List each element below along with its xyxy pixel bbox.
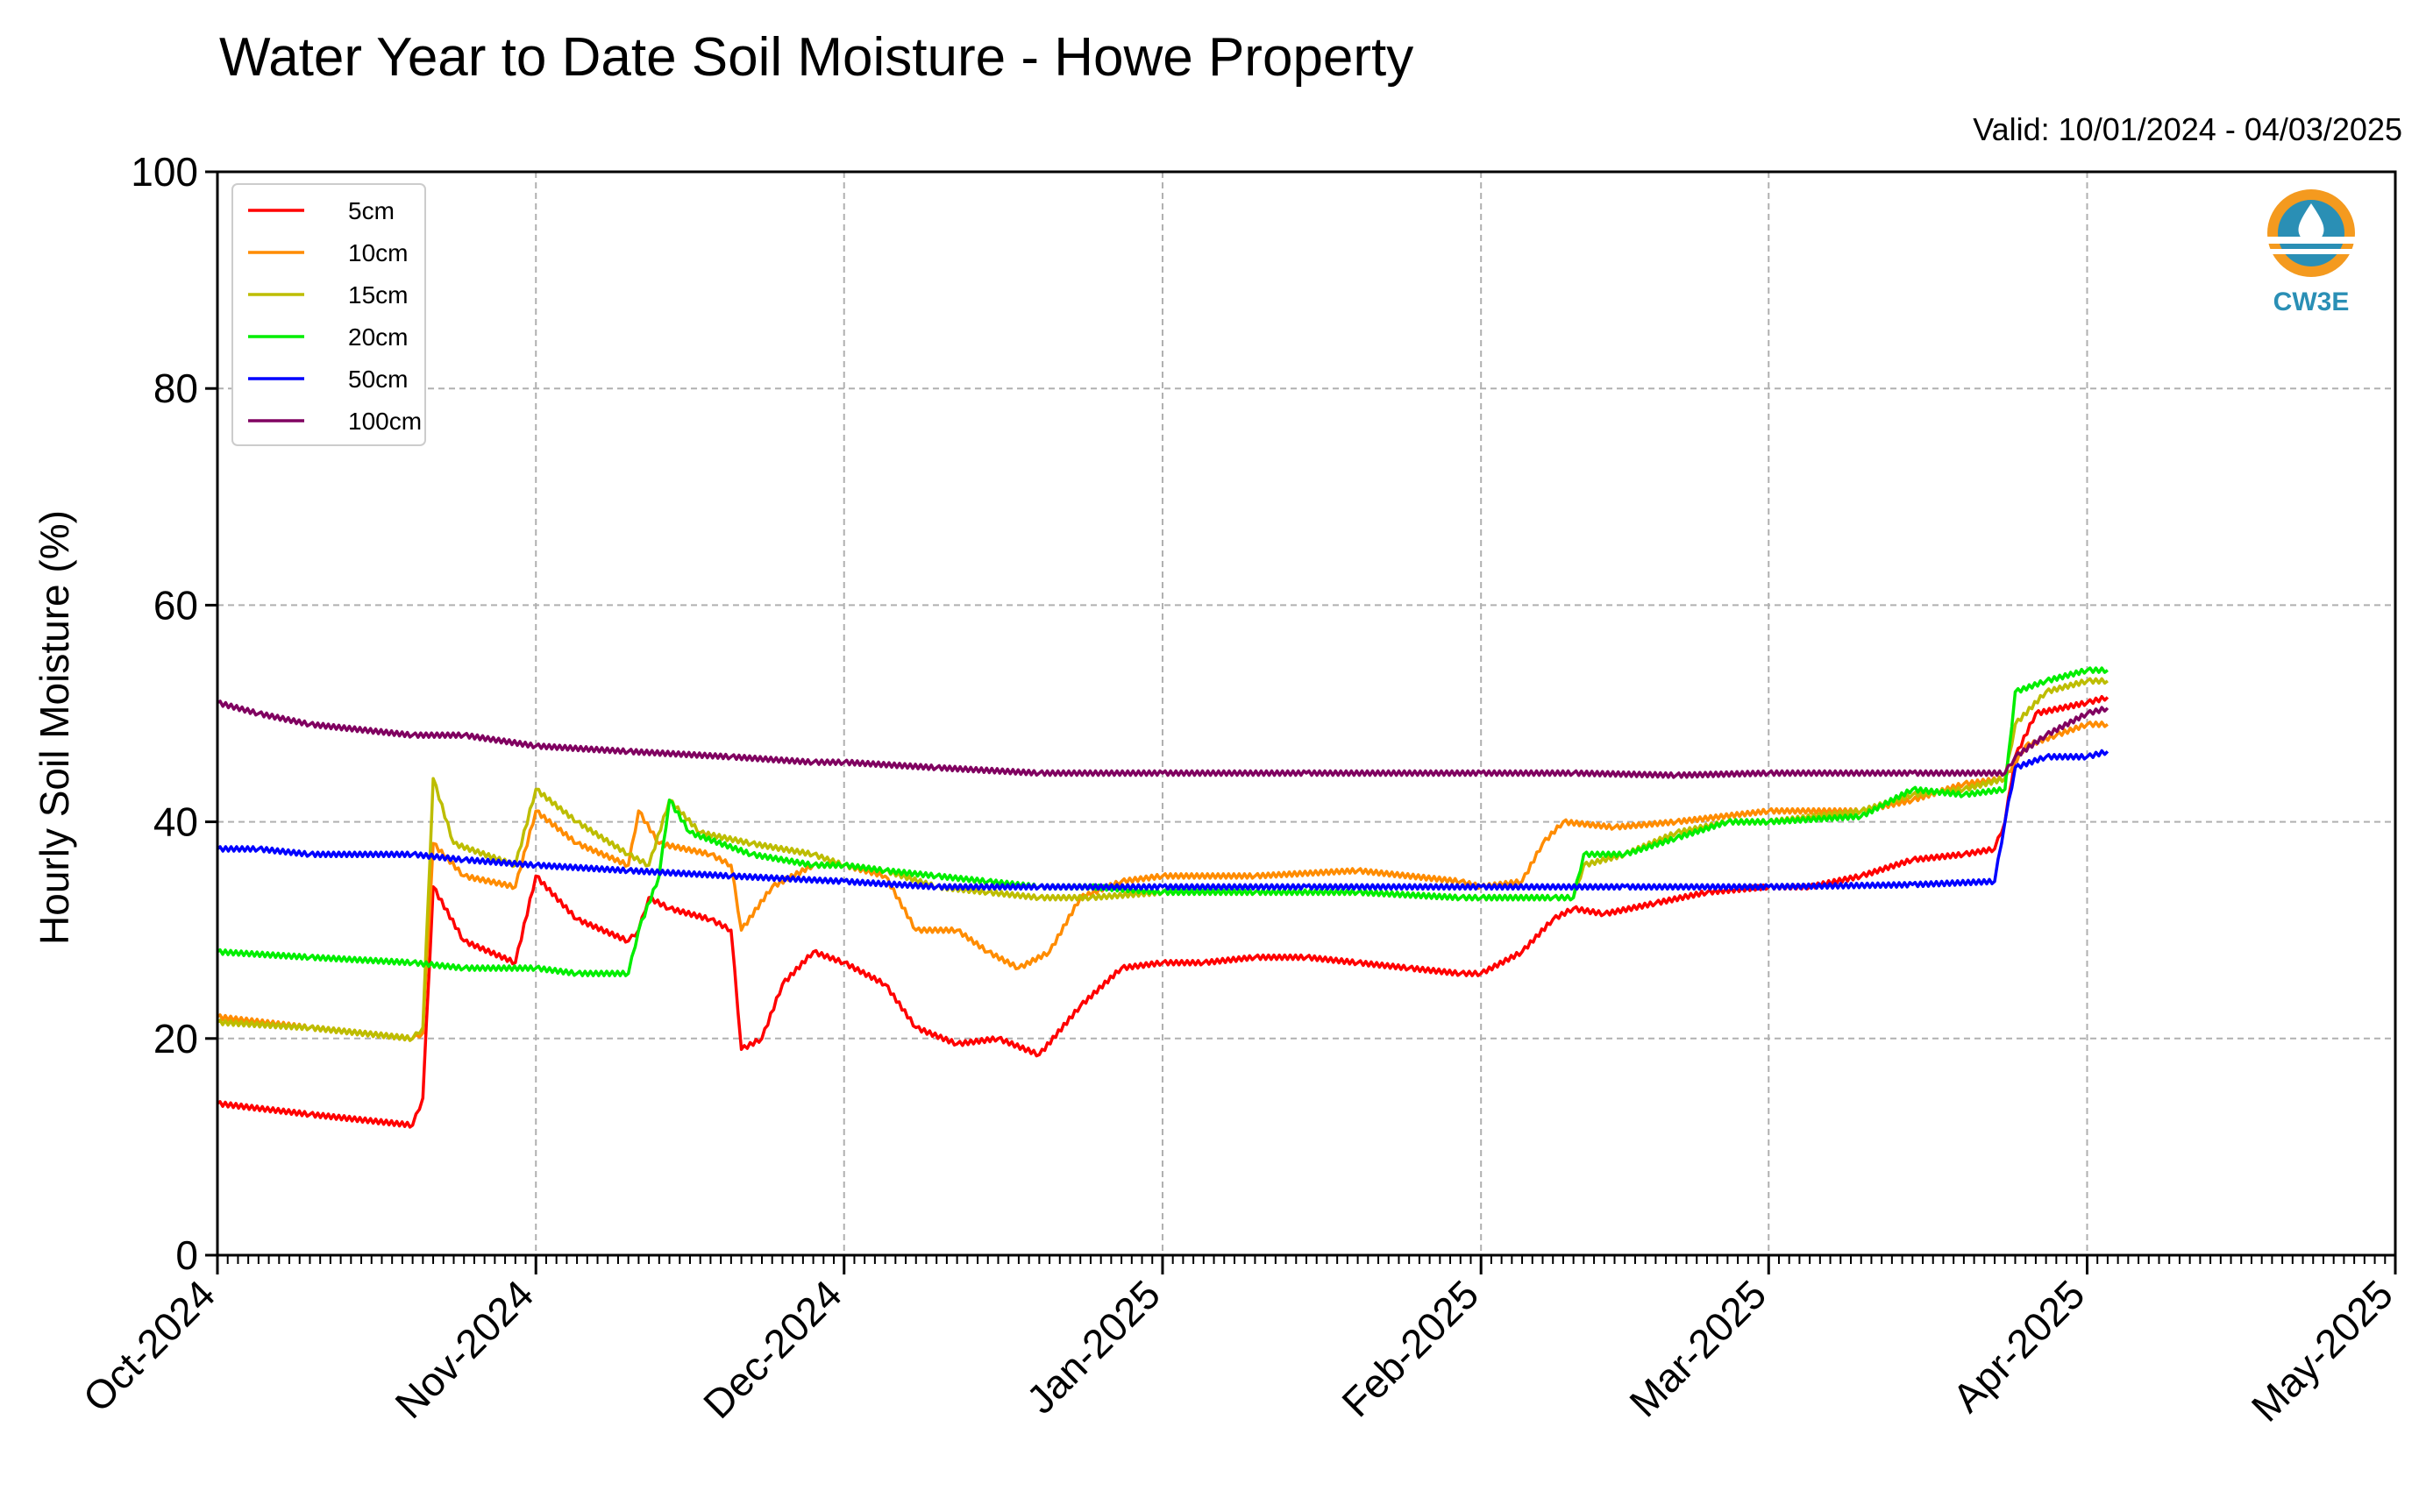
legend-label: 15cm bbox=[348, 281, 408, 309]
legend-label: 10cm bbox=[348, 239, 408, 266]
droplet-icon bbox=[2298, 203, 2324, 243]
y-tick-label: 80 bbox=[153, 366, 198, 411]
x-tick-label: Dec-2024 bbox=[694, 1271, 850, 1427]
y-ticks: 0 20 40 60 80 100 bbox=[131, 149, 217, 1278]
grid bbox=[217, 171, 2396, 1256]
x-tick-label: Mar-2025 bbox=[1620, 1271, 1775, 1425]
series-line-100cm bbox=[217, 699, 2109, 779]
y-tick-label: 100 bbox=[131, 149, 198, 195]
valid-date-range: Valid: 10/01/2024 - 04/03/2025 bbox=[1973, 111, 2402, 147]
x-tick-label: Feb-2025 bbox=[1333, 1271, 1487, 1425]
legend-label: 100cm bbox=[348, 408, 422, 435]
x-tick-label: May-2025 bbox=[2243, 1271, 2401, 1430]
legend-box bbox=[231, 183, 426, 446]
plot-frame bbox=[216, 170, 2397, 1257]
x-tick-label: Jan-2025 bbox=[1018, 1271, 1169, 1422]
logo-wave-icon bbox=[2267, 249, 2355, 254]
y-tick-label: 40 bbox=[153, 799, 198, 845]
chart-title: Water Year to Date Soil Moisture - Howe … bbox=[219, 27, 1413, 88]
x-tick-label: Apr-2025 bbox=[1944, 1271, 2094, 1421]
series-line-10cm bbox=[216, 721, 2109, 1042]
logo-text: CW3E bbox=[2273, 287, 2350, 316]
legend-label: 50cm bbox=[348, 366, 408, 393]
y-axis-label: Hourly Soil Moisture (%) bbox=[32, 510, 77, 945]
series-lines bbox=[216, 666, 2109, 1129]
legend-label: 5cm bbox=[348, 197, 395, 224]
y-tick-label: 0 bbox=[175, 1232, 198, 1278]
legend-label: 20cm bbox=[348, 323, 408, 351]
x-ticks: Oct-2024 Nov-2024 Dec-2024 Jan-2025 Feb-2025… bbox=[75, 1255, 2401, 1430]
x-tick-label: Oct-2024 bbox=[75, 1271, 224, 1421]
axes bbox=[216, 170, 2397, 1257]
y-tick-label: 60 bbox=[153, 582, 198, 628]
x-tick-label: Nov-2024 bbox=[386, 1271, 542, 1427]
cw3e-logo: CW3E bbox=[2267, 189, 2355, 316]
y-tick-label: 20 bbox=[153, 1016, 198, 1061]
series-line-50cm bbox=[216, 749, 2109, 891]
legend: 5cm 10cm 15cm 20cm 50cm 100cm bbox=[231, 183, 426, 446]
series-line-20cm bbox=[216, 666, 2109, 977]
